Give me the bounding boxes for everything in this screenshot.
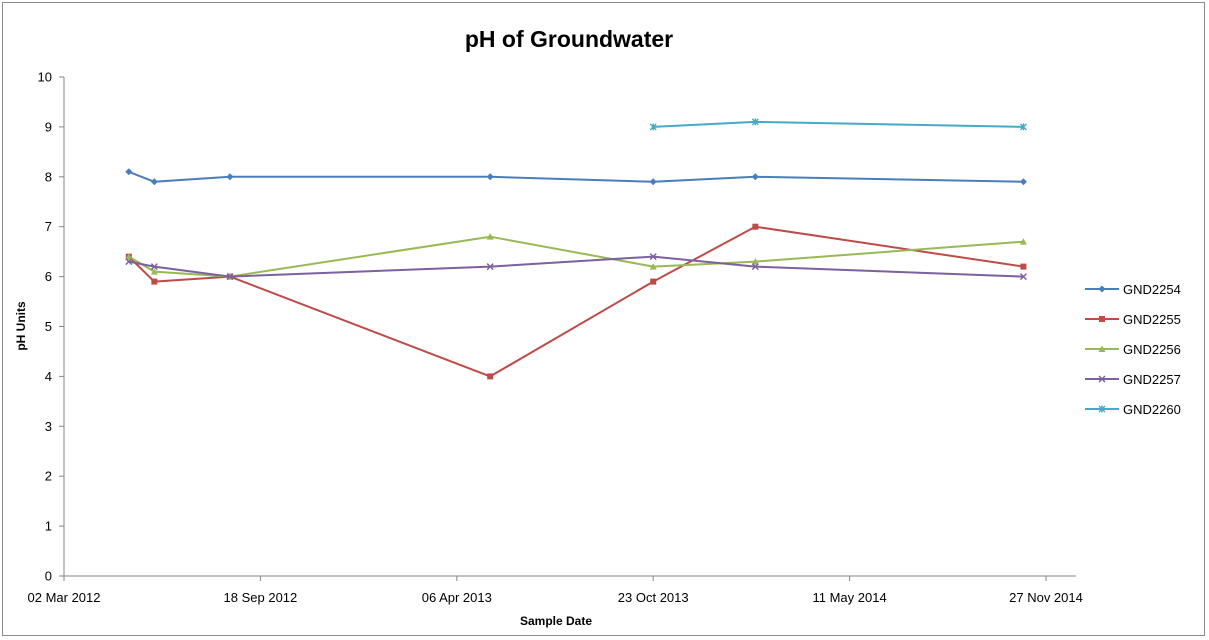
x-tick-label: 02 Mar 2012 [28,590,101,605]
y-tick-label: 10 [38,70,52,85]
legend-label-gnd2255: GND2255 [1123,312,1181,327]
data-point-gnd2256 [649,263,657,270]
data-point-gnd2254 [649,178,657,186]
data-point-gnd2254 [751,173,759,181]
x-tick-label: 23 Oct 2013 [618,590,689,605]
data-point-gnd2257 [125,258,133,266]
series-gnd2257 [125,253,1027,281]
data-point-gnd2255 [487,373,494,380]
series-line-gnd2255 [127,225,1025,378]
line-chart: pH of Groundwater pH Units Sample Date 0… [14,26,1181,628]
legend-label-gnd2257: GND2257 [1123,372,1181,387]
x-tick-label: 06 Apr 2013 [422,590,492,605]
x-tick-label: 18 Sep 2012 [224,590,298,605]
legend-item-gnd2254: GND2254 [1085,282,1181,297]
x-axis-title: Sample Date [520,614,592,628]
legend-item-gnd2255: GND2255 [1085,312,1181,327]
legend-label-gnd2254: GND2254 [1123,282,1181,297]
data-point-gnd2254 [150,178,158,186]
series-lines [125,118,1027,380]
y-tick-label: 1 [45,519,52,534]
data-point-gnd2260 [751,118,759,126]
axes: 0 1 2 3 4 5 6 7 8 9 10 02 Mar 2012 18 Sep 2012 06 Apr… [28,70,1083,606]
chart-title: pH of Groundwater [465,26,673,52]
series-line-gnd2257 [127,255,1025,278]
y-tick-label: 6 [45,269,52,284]
legend: GND2254 GND2255 GND2256 GND2257 GND2260 [1085,282,1181,417]
data-point-gnd2257 [649,253,657,261]
data-point-gnd2257 [226,273,234,281]
legend-marker-gnd2254 [1098,285,1106,293]
data-point-gnd2254 [486,173,494,181]
data-point-gnd2257 [486,263,494,271]
series-line-gnd2260 [652,120,1025,128]
y-tick-label: 9 [45,119,52,134]
data-point-gnd2257 [751,263,759,271]
data-point-gnd2256 [1019,238,1027,245]
legend-item-gnd2257: GND2257 [1085,372,1181,387]
x-tick-label: 11 May 2014 [812,590,886,605]
data-point-gnd2254 [125,168,133,176]
x-tick-label: 27 Nov 2014 [1009,590,1083,605]
data-point-gnd2255 [1020,263,1027,270]
series-line-gnd2254 [127,170,1025,183]
y-tick-label: 4 [45,369,52,384]
data-point-gnd2256 [751,258,759,265]
series-gnd2260 [649,118,1027,131]
legend-marker-gnd2257 [1098,375,1106,383]
legend-label-gnd2256: GND2256 [1123,342,1181,357]
legend-marker-gnd2255 [1099,316,1105,322]
legend-marker-gnd2256 [1098,345,1106,352]
y-tick-label: 2 [45,469,52,484]
data-point-gnd2256 [486,233,494,240]
y-tick-label: 5 [45,319,52,334]
series-gnd2254 [125,168,1027,186]
data-point-gnd2257 [1019,273,1027,281]
data-point-gnd2256 [125,253,133,260]
legend-marker-gnd2260 [1098,405,1106,413]
series-gnd2255 [125,223,1027,380]
data-point-gnd2255 [650,278,657,285]
y-tick-label: 7 [45,219,52,234]
data-point-gnd2255 [151,278,158,285]
data-point-gnd2255 [752,223,759,230]
legend-item-gnd2260: GND2260 [1085,402,1181,417]
data-point-gnd2254 [1019,178,1027,186]
legend-label-gnd2260: GND2260 [1123,402,1181,417]
data-point-gnd2256 [150,268,158,275]
data-point-gnd2260 [649,123,657,131]
data-point-gnd2254 [226,173,234,181]
legend-item-gnd2256: GND2256 [1085,342,1181,357]
y-tick-label: 0 [45,569,52,584]
y-tick-label: 3 [45,419,52,434]
y-axis-title: pH Units [14,301,28,351]
y-tick-label: 8 [45,169,52,184]
data-point-gnd2257 [150,263,158,271]
data-point-gnd2260 [1019,123,1027,131]
